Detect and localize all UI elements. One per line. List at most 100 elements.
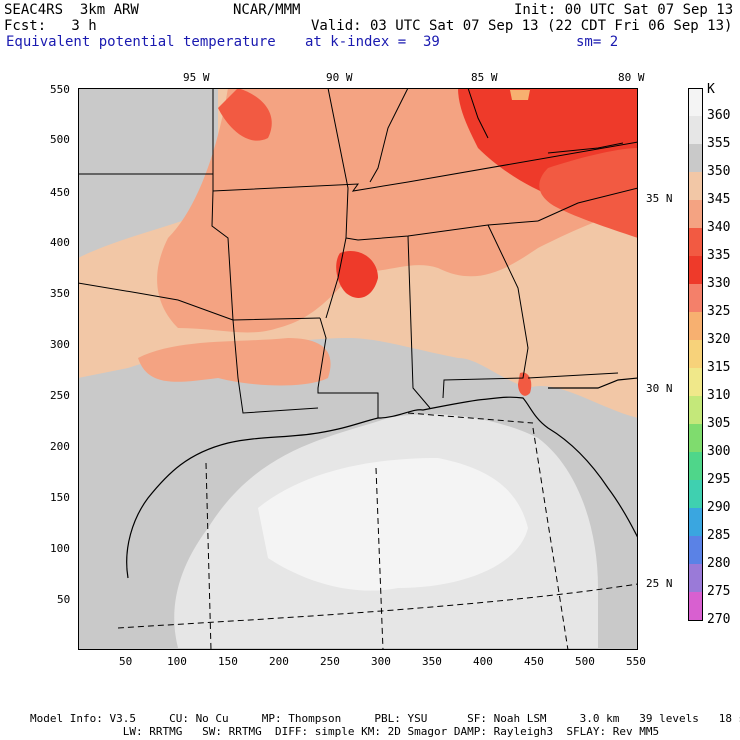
forecast-hour: Fcst: 3 h bbox=[4, 18, 97, 34]
colorbar-swatch bbox=[688, 88, 703, 117]
colorbar-swatch bbox=[688, 256, 703, 284]
coastline-path bbox=[126, 396, 638, 579]
border-line bbox=[527, 372, 619, 379]
colorbar-swatch bbox=[688, 144, 703, 172]
x-tick-label: 300 bbox=[371, 655, 391, 668]
colorbar-label: 295 bbox=[707, 472, 731, 487]
x-tick-label: 250 bbox=[320, 655, 340, 668]
valid-time: Valid: 03 UTC Sat 07 Sep 13 (22 CDT Fri … bbox=[311, 18, 733, 34]
dashed-line bbox=[205, 462, 212, 650]
colorbar-swatch bbox=[688, 452, 703, 480]
x-tick-label: 550 bbox=[626, 655, 646, 668]
colorbar-label: 305 bbox=[707, 416, 731, 431]
y-tick-label: 550 bbox=[50, 83, 70, 96]
border-line bbox=[325, 237, 347, 319]
y-tick-label: 100 bbox=[50, 542, 70, 555]
colorbar-label: 360 bbox=[707, 108, 731, 123]
border-line bbox=[547, 142, 624, 154]
x-tick-label: 100 bbox=[167, 655, 187, 668]
colorbar-swatch bbox=[688, 564, 703, 592]
dashed-line bbox=[407, 412, 534, 424]
colorbar-swatch bbox=[688, 172, 703, 200]
init-time: Init: 00 UTC Sat 07 Sep 13 bbox=[514, 2, 734, 18]
y-tick-label: 150 bbox=[50, 491, 70, 504]
colorbar-swatch bbox=[688, 116, 703, 144]
colorbar-swatch bbox=[688, 480, 703, 508]
dashed-line bbox=[532, 427, 569, 650]
x-tick-label: 150 bbox=[218, 655, 238, 668]
red-region-arkansas bbox=[218, 88, 272, 141]
colorbar-swatch bbox=[688, 592, 703, 621]
border-line bbox=[537, 187, 638, 222]
organization: NCAR/MMM bbox=[233, 2, 301, 18]
land-salmon-south bbox=[138, 338, 331, 386]
y-tick-label: 200 bbox=[50, 440, 70, 453]
colorbar-swatch bbox=[688, 200, 703, 228]
map-frame bbox=[78, 88, 638, 650]
smoothing-info: sm= 2 bbox=[576, 34, 619, 50]
lat-label: 35 N bbox=[646, 192, 673, 205]
colorbar-unit: K bbox=[707, 82, 715, 97]
x-tick-label: 200 bbox=[269, 655, 289, 668]
dashed-line bbox=[117, 583, 638, 629]
y-tick-label: 50 bbox=[57, 593, 71, 606]
x-tick-label: 350 bbox=[422, 655, 442, 668]
dashed-line bbox=[375, 467, 384, 650]
colorbar-swatch bbox=[688, 508, 703, 536]
y-tick-label: 400 bbox=[50, 236, 70, 249]
colorbar-label: 340 bbox=[707, 220, 731, 235]
border-line bbox=[467, 88, 489, 139]
y-tick-label: 450 bbox=[50, 186, 70, 199]
x-tick-label: 500 bbox=[575, 655, 595, 668]
dashed-boundaries bbox=[117, 412, 638, 650]
model-title: SEAC4RS 3km ARW bbox=[4, 2, 139, 18]
colorbar-label: 275 bbox=[707, 584, 731, 599]
lat-label: 30 N bbox=[646, 382, 673, 395]
colorbar-swatch bbox=[688, 284, 703, 312]
equivalent-potential-temperature-map bbox=[78, 88, 638, 650]
lon-label: 95 W bbox=[183, 71, 210, 84]
colorbar-label: 355 bbox=[707, 136, 731, 151]
lon-label: 90 W bbox=[326, 71, 353, 84]
y-tick-label: 250 bbox=[50, 389, 70, 402]
border-line bbox=[317, 317, 379, 418]
colorbar-label: 325 bbox=[707, 304, 731, 319]
gulf-lightest-region bbox=[258, 458, 528, 591]
x-tick-label: 400 bbox=[473, 655, 493, 668]
colorbar-label: 345 bbox=[707, 192, 731, 207]
field-name: Equivalent potential temperature bbox=[6, 34, 276, 50]
colorbar-label: 310 bbox=[707, 388, 731, 403]
colorbar-swatch bbox=[688, 536, 703, 564]
y-tick-label: 500 bbox=[50, 133, 70, 146]
colorbar-label: 350 bbox=[707, 164, 731, 179]
colorbar-swatch bbox=[688, 340, 703, 368]
colorbar-label: 270 bbox=[707, 612, 731, 627]
lon-label: 80 W bbox=[618, 71, 645, 84]
colorbar-label: 290 bbox=[707, 500, 731, 515]
border-line bbox=[211, 88, 321, 321]
border-line bbox=[369, 88, 409, 183]
model-info-line2: LW: RRTMG SW: RRTMG DIFF: simple KM: 2D … bbox=[30, 725, 660, 738]
colorbar-label: 315 bbox=[707, 360, 731, 375]
border-line bbox=[407, 235, 431, 409]
lat-label: 25 N bbox=[646, 577, 673, 590]
x-tick-label: 50 bbox=[119, 655, 133, 668]
coastline bbox=[126, 377, 638, 579]
border-line bbox=[232, 319, 319, 414]
lon-label: 85 W bbox=[471, 71, 498, 84]
yellow-spot bbox=[510, 90, 530, 100]
state-borders bbox=[78, 88, 638, 418]
colorbar-label: 300 bbox=[707, 444, 731, 459]
coastline-path bbox=[548, 377, 638, 389]
colorbar-swatch bbox=[688, 424, 703, 452]
red-region-tennessee bbox=[539, 148, 638, 238]
colorbar-swatch bbox=[688, 228, 703, 256]
y-tick-label: 300 bbox=[50, 338, 70, 351]
y-tick-label: 350 bbox=[50, 287, 70, 300]
level-info: at k-index = 39 bbox=[305, 34, 440, 50]
colorbar-label: 280 bbox=[707, 556, 731, 571]
colorbar-swatch bbox=[688, 312, 703, 340]
border-line bbox=[442, 224, 529, 399]
colorbar-swatch bbox=[688, 396, 703, 424]
colorbar-label: 320 bbox=[707, 332, 731, 347]
